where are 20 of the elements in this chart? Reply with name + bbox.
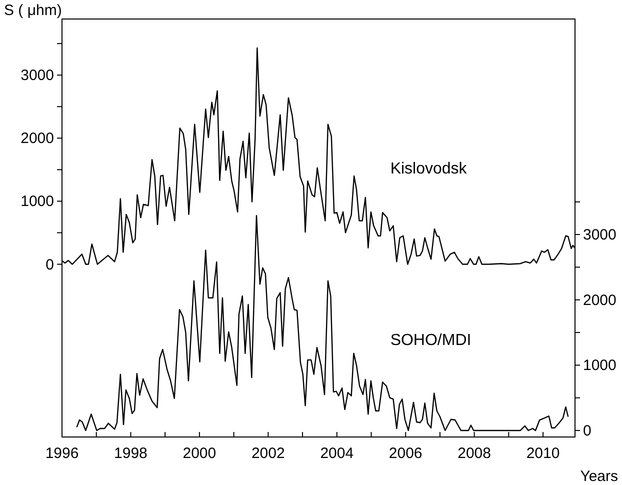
y-tick-label: 0 <box>46 256 54 274</box>
y-tick-label: 3000 <box>20 67 54 84</box>
y2-tick-label: 3000 <box>583 226 616 244</box>
x-axis-title: Years <box>580 468 618 485</box>
y2-tick-label: 0 <box>583 422 592 440</box>
x-tick-label: 1998 <box>114 445 148 462</box>
y-tick-label: 1000 <box>20 193 54 210</box>
x-tick-label: 2008 <box>458 445 492 462</box>
x-tick-label: 2002 <box>251 445 285 462</box>
x-tick-label: 2010 <box>526 445 560 462</box>
text: SOHO/MDI <box>390 332 472 350</box>
y2-tick-label: 1000 <box>583 357 616 374</box>
x-tick-label: 2006 <box>388 445 422 462</box>
x-tick-label: 2000 <box>182 445 216 462</box>
series-label: Kislovodsk <box>390 160 468 178</box>
x-tick-label: 2004 <box>320 445 354 462</box>
y2-tick-label: 2000 <box>583 292 616 309</box>
y-axis-title: S ( μhm) <box>4 2 62 19</box>
y-tick-label: 2000 <box>20 130 54 148</box>
x-tick-label: 1996 <box>45 445 79 462</box>
